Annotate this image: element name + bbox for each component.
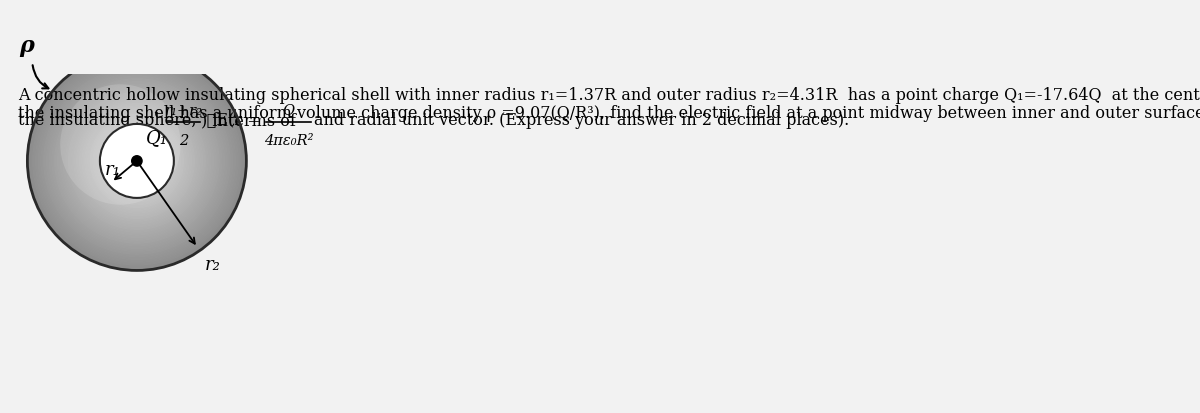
Circle shape: [104, 128, 169, 194]
Circle shape: [52, 76, 222, 246]
Circle shape: [62, 87, 211, 235]
Circle shape: [96, 120, 178, 202]
Circle shape: [82, 106, 192, 216]
Circle shape: [32, 57, 241, 265]
Text: Q: Q: [282, 104, 294, 118]
Circle shape: [120, 145, 154, 177]
Circle shape: [101, 125, 173, 197]
Text: 2: 2: [179, 134, 188, 148]
Circle shape: [36, 59, 238, 262]
Text: r₂: r₂: [205, 256, 221, 275]
Circle shape: [55, 79, 220, 243]
Text: r₁+r₂: r₁+r₂: [164, 104, 203, 118]
Circle shape: [58, 81, 216, 240]
Circle shape: [134, 158, 139, 164]
Circle shape: [68, 93, 205, 229]
Circle shape: [47, 71, 227, 251]
Circle shape: [30, 54, 244, 268]
Text: 4πε₀R²: 4πε₀R²: [264, 134, 313, 148]
Text: the insulating shell has a uniform volume charge density ρ =9.07(Q/R³), find the: the insulating shell has a uniform volum…: [18, 105, 1200, 122]
Circle shape: [124, 147, 150, 175]
Circle shape: [107, 131, 167, 191]
Circle shape: [109, 133, 164, 188]
Text: and radial unit vector. (Express your answer in 2 decimal places).: and radial unit vector. (Express your an…: [314, 112, 850, 129]
Circle shape: [77, 101, 197, 221]
Circle shape: [113, 136, 162, 185]
Text: r₁: r₁: [104, 161, 121, 179]
Circle shape: [66, 90, 208, 232]
Circle shape: [85, 109, 188, 213]
Circle shape: [98, 123, 175, 199]
Circle shape: [100, 124, 174, 198]
Circle shape: [41, 65, 233, 257]
Circle shape: [90, 114, 184, 207]
Circle shape: [132, 156, 142, 166]
Text: the insulating sphere,  ⃗E(r =: the insulating sphere, ⃗E(r =: [18, 112, 262, 129]
Text: A concentric hollow insulating spherical shell with inner radius r₁=1.37R and ou: A concentric hollow insulating spherical…: [18, 87, 1200, 104]
Circle shape: [94, 117, 181, 205]
Circle shape: [115, 139, 158, 183]
Circle shape: [88, 112, 186, 210]
Circle shape: [71, 95, 203, 227]
Text: ρ: ρ: [19, 35, 34, 57]
Circle shape: [60, 84, 181, 205]
Circle shape: [38, 62, 235, 259]
Circle shape: [79, 103, 194, 218]
Circle shape: [128, 153, 145, 169]
Text: Q₁: Q₁: [145, 130, 168, 147]
Circle shape: [44, 68, 230, 254]
Circle shape: [118, 142, 156, 180]
Circle shape: [60, 84, 214, 237]
Circle shape: [49, 74, 224, 249]
Circle shape: [126, 150, 148, 172]
Circle shape: [28, 52, 246, 271]
Text: ) interms of: ) interms of: [202, 112, 296, 129]
Circle shape: [74, 98, 200, 224]
Circle shape: [132, 155, 143, 166]
